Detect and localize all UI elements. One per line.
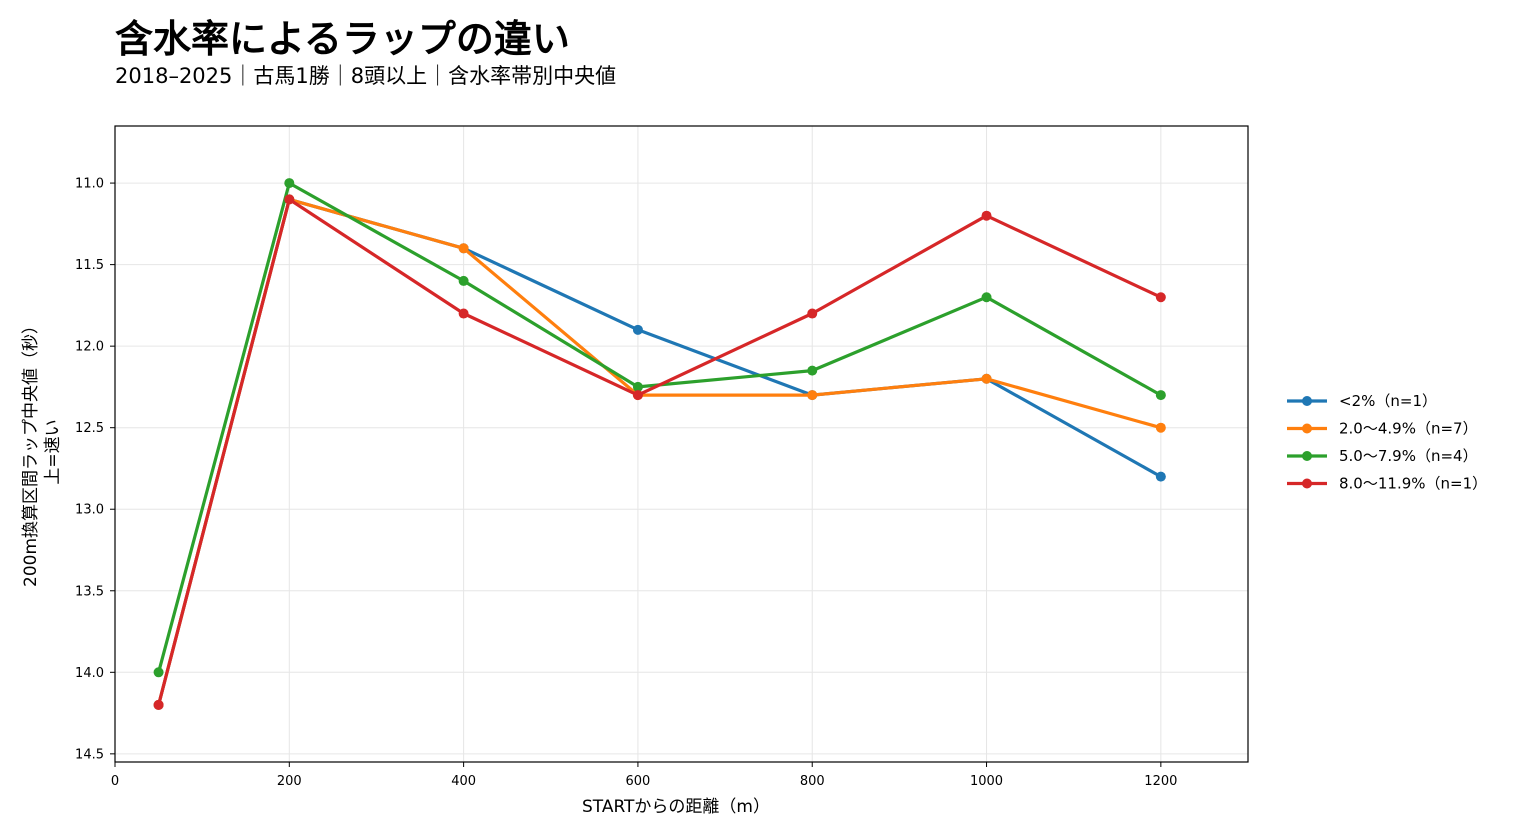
y-tick-label: 11.5 bbox=[75, 258, 104, 273]
data-point bbox=[807, 308, 818, 319]
x-tick-label: 1200 bbox=[1144, 774, 1177, 789]
x-tick-label: 600 bbox=[626, 774, 651, 789]
data-point bbox=[153, 699, 164, 710]
data-point bbox=[807, 365, 818, 376]
data-point bbox=[632, 390, 643, 401]
y-tick-label: 12.0 bbox=[75, 340, 104, 355]
legend-label: <2%（n=1） bbox=[1339, 392, 1437, 410]
legend-swatch-marker bbox=[1302, 423, 1312, 434]
y-axis-label: 200m換算区間ラップ中央値（秒） bbox=[21, 317, 41, 587]
series-lines bbox=[153, 178, 1166, 710]
legend-swatch-marker bbox=[1302, 396, 1312, 406]
data-point bbox=[458, 308, 469, 319]
data-point bbox=[1155, 292, 1166, 303]
data-point bbox=[632, 381, 643, 392]
data-point bbox=[458, 243, 469, 254]
y-tick-label: 12.5 bbox=[75, 421, 104, 436]
y-tick-label: 14.5 bbox=[75, 747, 104, 762]
y-tick-label: 11.0 bbox=[75, 177, 104, 192]
grid bbox=[114, 126, 1248, 762]
x-tick-label: 800 bbox=[800, 774, 825, 789]
plot-frame bbox=[114, 125, 1249, 763]
legend-label: 2.0〜4.9%（n=7） bbox=[1339, 420, 1478, 438]
x-tick-label: 0 bbox=[111, 774, 119, 789]
data-point bbox=[284, 178, 295, 189]
data-point bbox=[981, 292, 992, 303]
x-tick-label: 1000 bbox=[970, 774, 1003, 789]
y-tick-label: 13.5 bbox=[75, 584, 104, 599]
legend-label: 5.0〜7.9%（n=4） bbox=[1339, 447, 1478, 465]
data-point bbox=[1155, 422, 1166, 433]
x-tick-label: 400 bbox=[451, 774, 476, 789]
y-axis-sublabel: 上=速い bbox=[43, 419, 63, 484]
x-axis-label: STARTからの距離（m） bbox=[582, 797, 770, 817]
y-tick-label: 13.0 bbox=[75, 503, 104, 518]
y-tick-label: 14.0 bbox=[75, 666, 104, 681]
legend-swatch-marker bbox=[1302, 478, 1312, 489]
data-point bbox=[632, 324, 643, 335]
series-line-1 bbox=[157, 197, 1163, 707]
data-point bbox=[981, 373, 992, 384]
series-line-3 bbox=[157, 197, 1163, 707]
data-point bbox=[1155, 471, 1166, 482]
legend-label: 8.0〜11.9%（n=1） bbox=[1339, 475, 1487, 493]
data-point bbox=[153, 667, 164, 678]
axis-ticks: 0 200 400 600 800 1000 1200 11.0 11.5 12.0 12.5 13.… bbox=[75, 177, 1177, 789]
data-point bbox=[458, 275, 469, 286]
legend-swatch-marker bbox=[1302, 451, 1312, 461]
x-tick-label: 200 bbox=[277, 774, 302, 789]
data-point bbox=[1155, 390, 1166, 401]
chart-subtitle: 2018–2025｜古馬1勝｜8頭以上｜含水率帯別中央値 bbox=[115, 64, 617, 88]
data-point bbox=[981, 210, 992, 221]
chart-title: 含水率によるラップの違い bbox=[115, 17, 570, 61]
data-point bbox=[284, 194, 295, 205]
data-point bbox=[807, 390, 818, 401]
legend: <2%（n=1） 2.0〜4.9%（n=7） 5.0〜7.9%（n=4） 8.0〜11… bbox=[1287, 392, 1487, 493]
series-line-0 bbox=[157, 197, 1163, 707]
